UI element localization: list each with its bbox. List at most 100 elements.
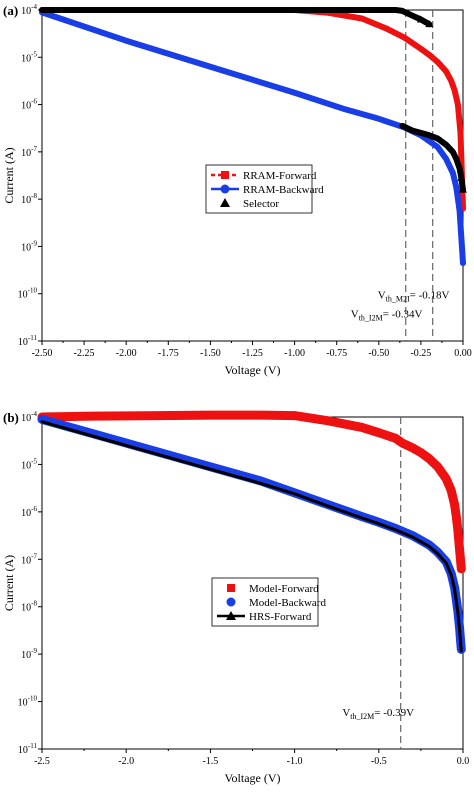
annotation-rest: = -0.34V (383, 308, 423, 320)
y-tick-label: 10-6 (21, 98, 37, 112)
y-tick-base: 10 (21, 195, 31, 206)
y-tick-exponent: -4 (31, 3, 37, 11)
y-tick-label: 10-7 (21, 552, 37, 566)
y-tick-base: 10 (21, 603, 31, 614)
series-band (37, 410, 466, 574)
x-tick-label: -1.50 (200, 348, 221, 359)
square-marker (452, 513, 460, 521)
legend-circle-marker (226, 597, 236, 607)
x-tick-label: 0.00 (454, 348, 472, 359)
annotation-sub: th_M2I (386, 294, 410, 303)
y-tick-exponent: -7 (31, 145, 37, 153)
selector-marker (457, 173, 466, 181)
legend-entry-label: Model-Backward (249, 597, 326, 609)
y-tick-base: 10 (21, 101, 31, 112)
selector-marker (416, 15, 425, 23)
y-tick-label: 10-9 (21, 647, 37, 661)
annotation-sub: th_I2M (350, 712, 374, 721)
y-tick-base: 10 (21, 460, 31, 471)
x-tick-label: -2.25 (74, 348, 95, 359)
panel-a: -2.50 -2.25 -2.00 -1.75 -1.50 -1.25 -1.00 -0.75… (2, 3, 472, 377)
y-tick-label: 10-4 (21, 3, 37, 17)
legend-entry-label: RRAM-Backward (243, 184, 324, 196)
legend-triangle-marker (226, 611, 236, 620)
series-band (40, 420, 463, 653)
x-tick-label: -2.50 (32, 348, 53, 359)
y-tick-base: 10 (21, 650, 31, 661)
panel-b: -2.5 -2.0 -1.5 -1.0 -0.5 0.010-410-510-610-71… (2, 410, 469, 785)
legend-entry-label: RRAM-Forward (243, 170, 317, 182)
y-tick-base: 10 (21, 6, 31, 17)
x-tick-label: -2.0 (118, 756, 134, 767)
annotation-main: V (378, 289, 386, 301)
annotation-sub: th_I2M (359, 313, 383, 322)
y-tick-base: 10 (21, 148, 31, 159)
y-axis-label: Current (A) (2, 147, 16, 203)
y-tick-base: 10 (18, 698, 28, 709)
y-tick-exponent: -4 (31, 410, 37, 418)
y-tick-exponent: -7 (31, 552, 37, 560)
y-tick-exponent: -5 (31, 457, 37, 465)
y-tick-base: 10 (18, 337, 28, 348)
x-tick-label: -1.00 (284, 348, 305, 359)
x-tick-label: 0.0 (457, 756, 470, 767)
y-tick-exponent: -11 (28, 742, 38, 750)
y-tick-label: 10-4 (21, 410, 37, 424)
annotation-main: V (351, 308, 359, 320)
square-marker (454, 527, 462, 535)
panel-label: (b) (3, 410, 19, 425)
x-tick-label: -1.25 (242, 348, 263, 359)
series-line (39, 9, 466, 266)
panel-label: (a) (3, 3, 18, 18)
legend-entry-label: Model-Forward (249, 583, 319, 595)
y-tick-label: 10-10 (18, 695, 38, 709)
y-tick-base: 10 (21, 413, 31, 424)
y-tick-label: 10-11 (18, 742, 38, 756)
x-tick-label: -1.5 (202, 756, 218, 767)
legend-entry-label: Selector (243, 198, 279, 210)
x-tick-label: -0.75 (326, 348, 347, 359)
selector-marker (459, 185, 467, 193)
y-tick-label: 10-11 (18, 334, 38, 348)
x-tick-label: -1.0 (287, 756, 303, 767)
x-tick-label: -0.25 (410, 348, 431, 359)
square-marker (457, 565, 465, 573)
y-tick-exponent: -10 (28, 287, 38, 295)
x-tick-label: -2.5 (34, 756, 50, 767)
y-tick-label: 10-8 (21, 192, 37, 206)
selector-marker (425, 20, 434, 28)
backward-end-marker (460, 259, 466, 266)
y-tick-base: 10 (18, 290, 28, 301)
y-tick-label: 10-8 (21, 600, 37, 614)
square-marker (456, 546, 464, 554)
y-tick-exponent: -6 (31, 98, 37, 106)
y-tick-exponent: -9 (31, 647, 37, 655)
y-tick-exponent: -9 (31, 239, 37, 247)
y-tick-label: 10-9 (21, 239, 37, 253)
square-marker (447, 487, 455, 495)
y-tick-base: 10 (21, 242, 31, 253)
y-tick-exponent: -8 (31, 192, 37, 200)
annotation-rest: = -0.18V (410, 289, 450, 301)
y-tick-base: 10 (21, 53, 31, 64)
square-marker (451, 501, 459, 509)
threshold-annotation: Vth_M2I= -0.18V (378, 289, 450, 303)
threshold-annotation: Vth_I2M= -0.34V (351, 308, 423, 322)
y-tick-label: 10-5 (21, 457, 37, 471)
y-tick-exponent: -11 (28, 334, 38, 342)
y-tick-label: 10-7 (21, 145, 37, 159)
legend-entry-label: HRS-Forward (249, 611, 312, 623)
y-tick-label: 10-10 (18, 287, 38, 301)
y-tick-label: 10-6 (21, 505, 37, 519)
y-tick-exponent: -6 (31, 505, 37, 513)
x-axis-label: Voltage (V) (224, 771, 280, 785)
y-axis-label: Current (A) (2, 555, 16, 611)
annotation-main: V (342, 707, 350, 719)
y-tick-exponent: -10 (28, 695, 38, 703)
x-tick-label: -0.50 (368, 348, 389, 359)
x-axis-label: Voltage (V) (224, 363, 280, 377)
y-tick-exponent: -8 (31, 600, 37, 608)
series-line (399, 122, 466, 193)
y-tick-base: 10 (21, 508, 31, 519)
